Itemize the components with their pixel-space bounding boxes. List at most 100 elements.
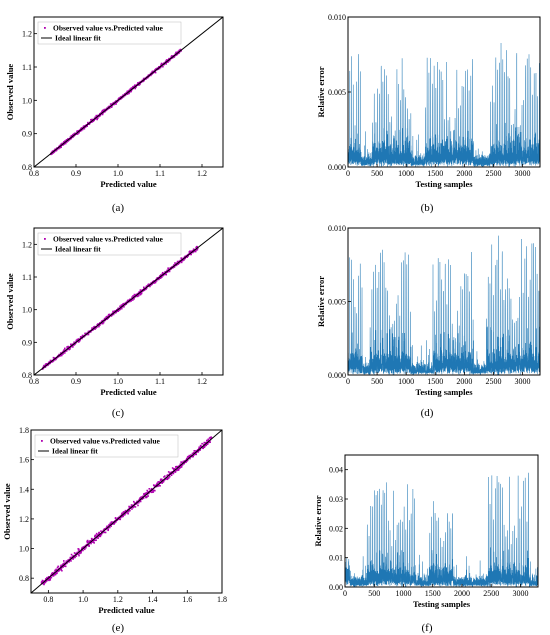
scatter-point [182, 460, 185, 463]
scatter-point [196, 246, 198, 248]
scatter-point [51, 360, 54, 363]
scatter-point [195, 453, 197, 456]
scatter-point [158, 67, 161, 70]
scatter-point [203, 441, 206, 444]
scatter-point [64, 140, 67, 142]
panel-label-f: (f) [422, 622, 433, 634]
legend-scatter-marker [41, 440, 43, 442]
scatter-point [138, 293, 141, 295]
scatter-point [95, 539, 97, 542]
scatter-point [204, 444, 206, 447]
scatter-point [135, 293, 137, 296]
scatter-point [176, 465, 179, 468]
scatter-point [98, 535, 100, 538]
y-tick-label: 1.0 [22, 306, 32, 315]
scatter-point [44, 578, 47, 580]
scatter-point [193, 454, 195, 456]
plot-area-a [34, 17, 223, 167]
scatter-point [164, 272, 167, 275]
scatter-point [54, 358, 56, 361]
scatter-point [139, 292, 142, 295]
scatter-point [207, 439, 210, 442]
y-axis-label-e: Observed value [2, 483, 12, 540]
scatter-point [178, 49, 181, 52]
y-axis-label-a: Observed value [5, 64, 15, 121]
scatter-point [77, 550, 80, 552]
scatter-point [64, 565, 67, 568]
scatter-point [170, 55, 173, 57]
scatter-point [109, 103, 112, 105]
scatter-point [133, 298, 135, 300]
scatter-point [125, 303, 128, 305]
scatter-point [145, 496, 148, 499]
scatter-point [119, 307, 122, 310]
panel-label-e: (e) [112, 622, 125, 634]
scatter-point [143, 289, 146, 291]
scatter-point [78, 548, 80, 551]
scatter-point [141, 497, 144, 500]
scatter-point [62, 563, 64, 566]
scatter-point [55, 571, 58, 573]
scatter-point [163, 479, 165, 482]
scatter-point [102, 531, 104, 534]
y-tick-label: 0.00 [329, 583, 343, 592]
x-tick-label: 1.6 [182, 595, 192, 604]
scatter-point [164, 273, 166, 275]
scatter-point [131, 299, 134, 301]
plot-area-b [348, 43, 540, 167]
scatter-point [168, 59, 171, 62]
scatter-point [139, 498, 141, 500]
legend-scatter-marker [44, 27, 46, 29]
scatter-point [179, 463, 182, 465]
scatter-point [162, 65, 164, 68]
error-series-d [348, 235, 540, 375]
scatter-point [65, 349, 68, 352]
scatter-point [155, 483, 158, 486]
scatter-point [197, 449, 199, 451]
legend-label-line: Ideal linear fit [52, 447, 98, 456]
scatter-point [157, 481, 159, 483]
scatter-point [43, 364, 45, 367]
scatter-point [137, 501, 140, 504]
scatter-point [127, 299, 129, 302]
scatter-point [118, 309, 120, 311]
x-tick-label: 0 [346, 377, 350, 386]
scatter-point [111, 314, 113, 317]
scatter-point [113, 523, 115, 525]
scatter-point [180, 50, 182, 52]
scatter-point [143, 494, 146, 496]
scatter-point [90, 542, 92, 545]
scatter-point [139, 293, 142, 296]
scatter-point [93, 542, 95, 544]
scatter-point [102, 321, 105, 324]
scatter-point [97, 533, 100, 536]
y-ticks-b: 0.000 0.005 0.010 [328, 13, 351, 172]
scatter-point [181, 259, 184, 262]
legend-label-line: Ideal linear fit [55, 34, 101, 43]
scatter-point [98, 325, 100, 328]
scatter-point [72, 346, 74, 348]
scatter-point [209, 441, 211, 444]
panel-label-b: (b) [421, 202, 434, 214]
scatter-point [122, 95, 125, 98]
scatter-point [177, 468, 180, 471]
x-tick-label: 3000 [515, 377, 531, 386]
scatter-point [99, 324, 101, 326]
scatter-point [101, 322, 104, 325]
scatter-point [78, 550, 81, 552]
legend-label-line: Ideal linear fit [55, 245, 101, 254]
scatter-point [156, 482, 159, 485]
scatter-point [111, 104, 114, 107]
scatter-point [140, 292, 143, 295]
legend-scatter-marker [44, 238, 46, 240]
scatter-point [109, 522, 112, 525]
scatter-point [70, 560, 72, 562]
scatter-point [139, 82, 141, 85]
scatter-point [106, 525, 108, 528]
scatter-point [186, 459, 189, 462]
x-tick-label: 500 [368, 589, 380, 598]
scatter-point [54, 569, 56, 572]
scatter-point [76, 133, 79, 135]
